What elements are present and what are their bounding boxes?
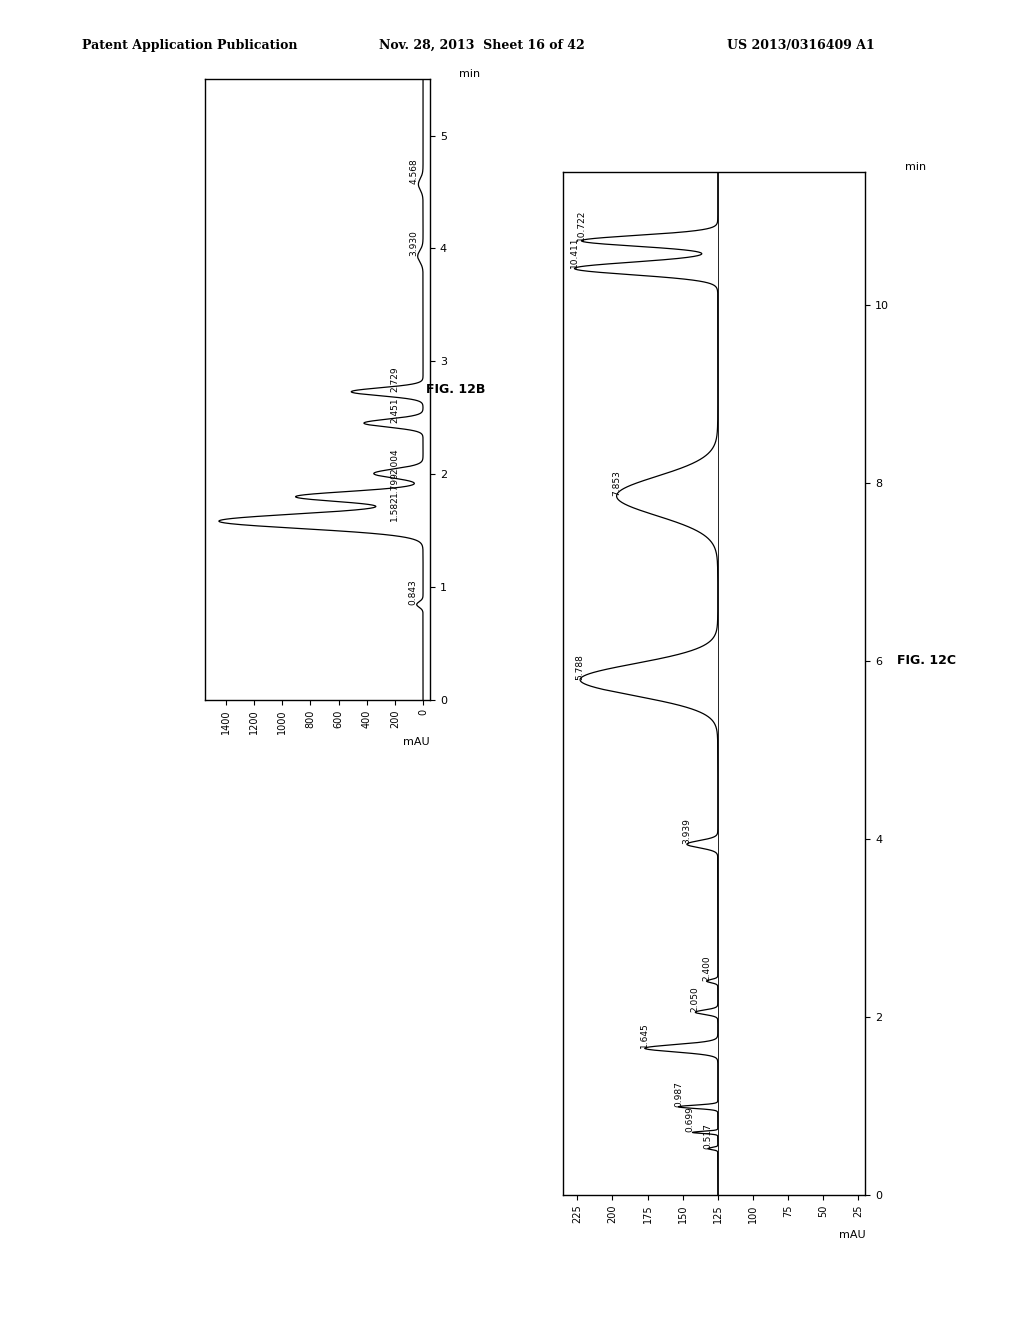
Text: 5.788: 5.788: [575, 653, 585, 680]
Text: min: min: [904, 161, 926, 172]
Text: FIG. 12B: FIG. 12B: [426, 383, 485, 396]
Text: 0.843: 0.843: [408, 578, 417, 605]
Text: 2.729: 2.729: [390, 366, 399, 392]
Text: Patent Application Publication: Patent Application Publication: [82, 38, 297, 51]
Text: 3.930: 3.930: [409, 231, 418, 256]
Text: min: min: [460, 69, 480, 79]
Text: Nov. 28, 2013  Sheet 16 of 42: Nov. 28, 2013 Sheet 16 of 42: [379, 38, 585, 51]
Text: 7.853: 7.853: [612, 470, 622, 496]
Text: 0.517: 0.517: [703, 1123, 713, 1148]
Text: 2.004: 2.004: [390, 447, 399, 474]
Text: mAU: mAU: [839, 1230, 865, 1241]
Text: 2.451: 2.451: [390, 397, 399, 424]
Text: 0.699: 0.699: [685, 1106, 694, 1133]
Text: 1.799: 1.799: [390, 471, 399, 496]
Text: 4.568: 4.568: [410, 158, 419, 185]
Text: 10.411: 10.411: [570, 238, 579, 268]
Text: 0.987: 0.987: [674, 1081, 683, 1106]
Text: 1.645: 1.645: [640, 1023, 649, 1048]
Text: 1.582: 1.582: [390, 495, 399, 521]
Text: FIG. 12C: FIG. 12C: [897, 653, 956, 667]
Text: US 2013/0316409 A1: US 2013/0316409 A1: [727, 38, 874, 51]
Text: mAU: mAU: [403, 737, 430, 747]
Text: 3.939: 3.939: [682, 818, 691, 845]
Text: 2.050: 2.050: [691, 986, 699, 1012]
Text: 2.400: 2.400: [702, 956, 711, 981]
Text: 10.722: 10.722: [577, 210, 586, 240]
